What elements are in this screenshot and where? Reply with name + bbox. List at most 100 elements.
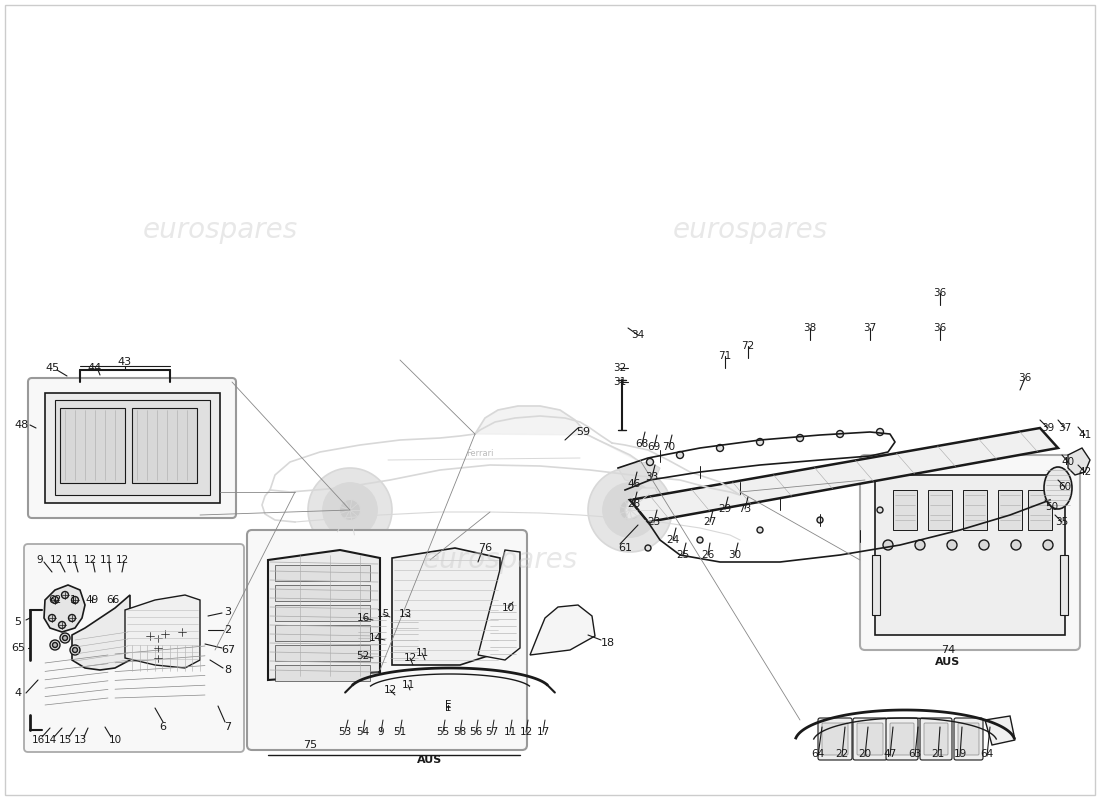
- Circle shape: [405, 659, 411, 665]
- Bar: [275, 665, 370, 681]
- Polygon shape: [625, 488, 660, 520]
- Text: 23: 23: [648, 517, 661, 527]
- Bar: [998, 490, 1022, 530]
- Text: 5: 5: [14, 617, 22, 627]
- Circle shape: [107, 715, 113, 721]
- Polygon shape: [44, 585, 85, 632]
- Bar: [893, 490, 917, 530]
- Text: 12: 12: [519, 727, 532, 737]
- FancyBboxPatch shape: [125, 640, 206, 676]
- Text: 37: 37: [864, 323, 877, 333]
- Text: eurospares: eurospares: [422, 546, 578, 574]
- Text: 10: 10: [502, 603, 515, 613]
- Circle shape: [62, 591, 68, 598]
- Circle shape: [68, 614, 76, 622]
- Text: 72: 72: [741, 341, 755, 351]
- Circle shape: [358, 667, 363, 673]
- Text: 37: 37: [1058, 423, 1071, 433]
- Text: 30: 30: [728, 550, 741, 560]
- Text: 74: 74: [940, 645, 955, 655]
- Polygon shape: [462, 600, 520, 660]
- Text: 16: 16: [32, 735, 45, 745]
- Circle shape: [390, 625, 400, 635]
- Text: 69: 69: [648, 442, 661, 452]
- Circle shape: [979, 540, 989, 550]
- Text: 11: 11: [504, 727, 517, 737]
- Text: 55: 55: [437, 727, 450, 737]
- Text: 43: 43: [118, 357, 132, 367]
- Bar: [928, 490, 952, 530]
- Text: 64: 64: [980, 749, 993, 759]
- FancyBboxPatch shape: [28, 378, 236, 518]
- Polygon shape: [874, 475, 1065, 635]
- Circle shape: [63, 635, 67, 641]
- FancyBboxPatch shape: [852, 718, 887, 760]
- Circle shape: [172, 711, 178, 717]
- Text: eurospares: eurospares: [672, 216, 827, 244]
- Text: 12: 12: [404, 653, 417, 663]
- Circle shape: [52, 597, 58, 603]
- Circle shape: [603, 482, 658, 538]
- Text: 25: 25: [676, 550, 690, 560]
- Circle shape: [340, 499, 361, 521]
- Text: 34: 34: [631, 330, 645, 340]
- Bar: [60, 408, 125, 483]
- Text: 28: 28: [627, 499, 640, 509]
- Circle shape: [154, 634, 162, 642]
- Circle shape: [836, 430, 844, 438]
- Circle shape: [50, 640, 60, 650]
- Text: 51: 51: [394, 727, 407, 737]
- FancyBboxPatch shape: [24, 544, 244, 752]
- Circle shape: [52, 715, 58, 721]
- Circle shape: [393, 627, 397, 633]
- Circle shape: [48, 614, 55, 622]
- Text: 64: 64: [812, 749, 825, 759]
- Circle shape: [417, 657, 424, 663]
- Circle shape: [178, 628, 186, 636]
- Text: 61: 61: [618, 543, 632, 553]
- FancyBboxPatch shape: [818, 718, 852, 760]
- Text: 32: 32: [614, 363, 627, 373]
- Polygon shape: [45, 655, 108, 705]
- Text: 70: 70: [662, 442, 675, 452]
- Text: 50: 50: [1045, 502, 1058, 512]
- Circle shape: [58, 622, 66, 629]
- Circle shape: [367, 620, 377, 630]
- Circle shape: [370, 622, 374, 627]
- Circle shape: [588, 468, 672, 552]
- FancyBboxPatch shape: [857, 723, 883, 755]
- Circle shape: [619, 499, 640, 521]
- Circle shape: [322, 482, 377, 538]
- Text: 58: 58: [453, 727, 466, 737]
- Polygon shape: [588, 435, 640, 462]
- Text: 2: 2: [224, 625, 232, 635]
- Text: E: E: [444, 703, 451, 713]
- Text: 46: 46: [627, 479, 640, 489]
- Circle shape: [647, 458, 653, 466]
- Circle shape: [757, 438, 763, 446]
- Circle shape: [142, 713, 148, 719]
- Circle shape: [399, 641, 405, 646]
- Text: 12: 12: [50, 555, 63, 565]
- Circle shape: [372, 665, 378, 671]
- FancyBboxPatch shape: [954, 718, 983, 760]
- Text: 15: 15: [376, 609, 389, 619]
- Circle shape: [77, 717, 82, 723]
- Text: 9: 9: [36, 555, 43, 565]
- Text: 12: 12: [116, 555, 129, 565]
- Text: 60: 60: [1058, 482, 1071, 492]
- Bar: [275, 585, 370, 601]
- Text: 62: 62: [48, 595, 62, 605]
- Circle shape: [796, 434, 803, 442]
- Text: 41: 41: [1078, 430, 1091, 440]
- Circle shape: [757, 527, 763, 533]
- Circle shape: [154, 654, 162, 662]
- Text: 24: 24: [667, 535, 680, 545]
- Bar: [275, 565, 370, 581]
- Bar: [1060, 555, 1068, 615]
- Text: 8: 8: [224, 665, 232, 675]
- Text: 21: 21: [932, 749, 945, 759]
- Bar: [275, 605, 370, 621]
- Circle shape: [947, 540, 957, 550]
- Text: 18: 18: [601, 638, 615, 648]
